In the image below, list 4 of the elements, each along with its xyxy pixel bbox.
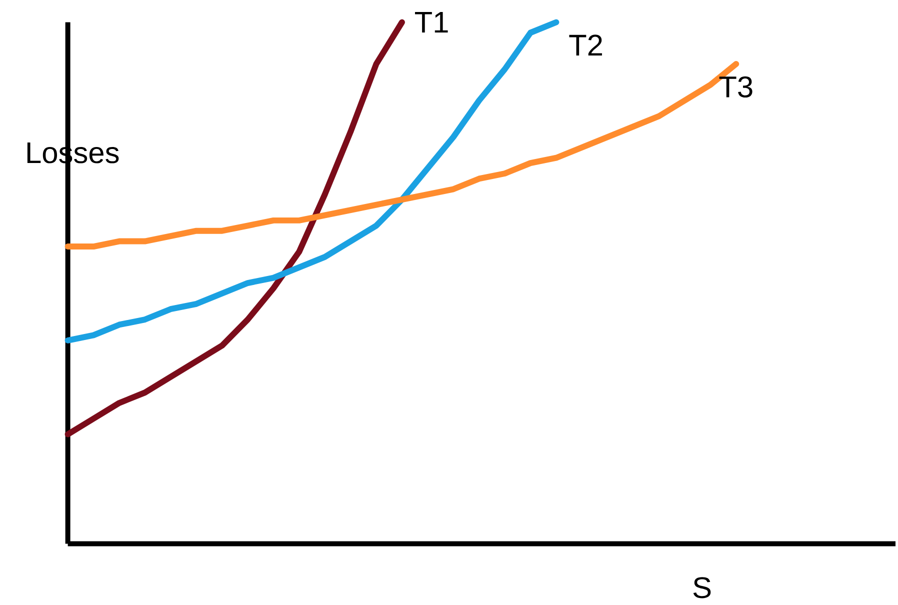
series-label: T2 <box>569 34 602 56</box>
series-label: T3 <box>719 76 752 98</box>
series-label: T1 <box>415 12 448 33</box>
x-axis-title: S <box>693 577 711 598</box>
